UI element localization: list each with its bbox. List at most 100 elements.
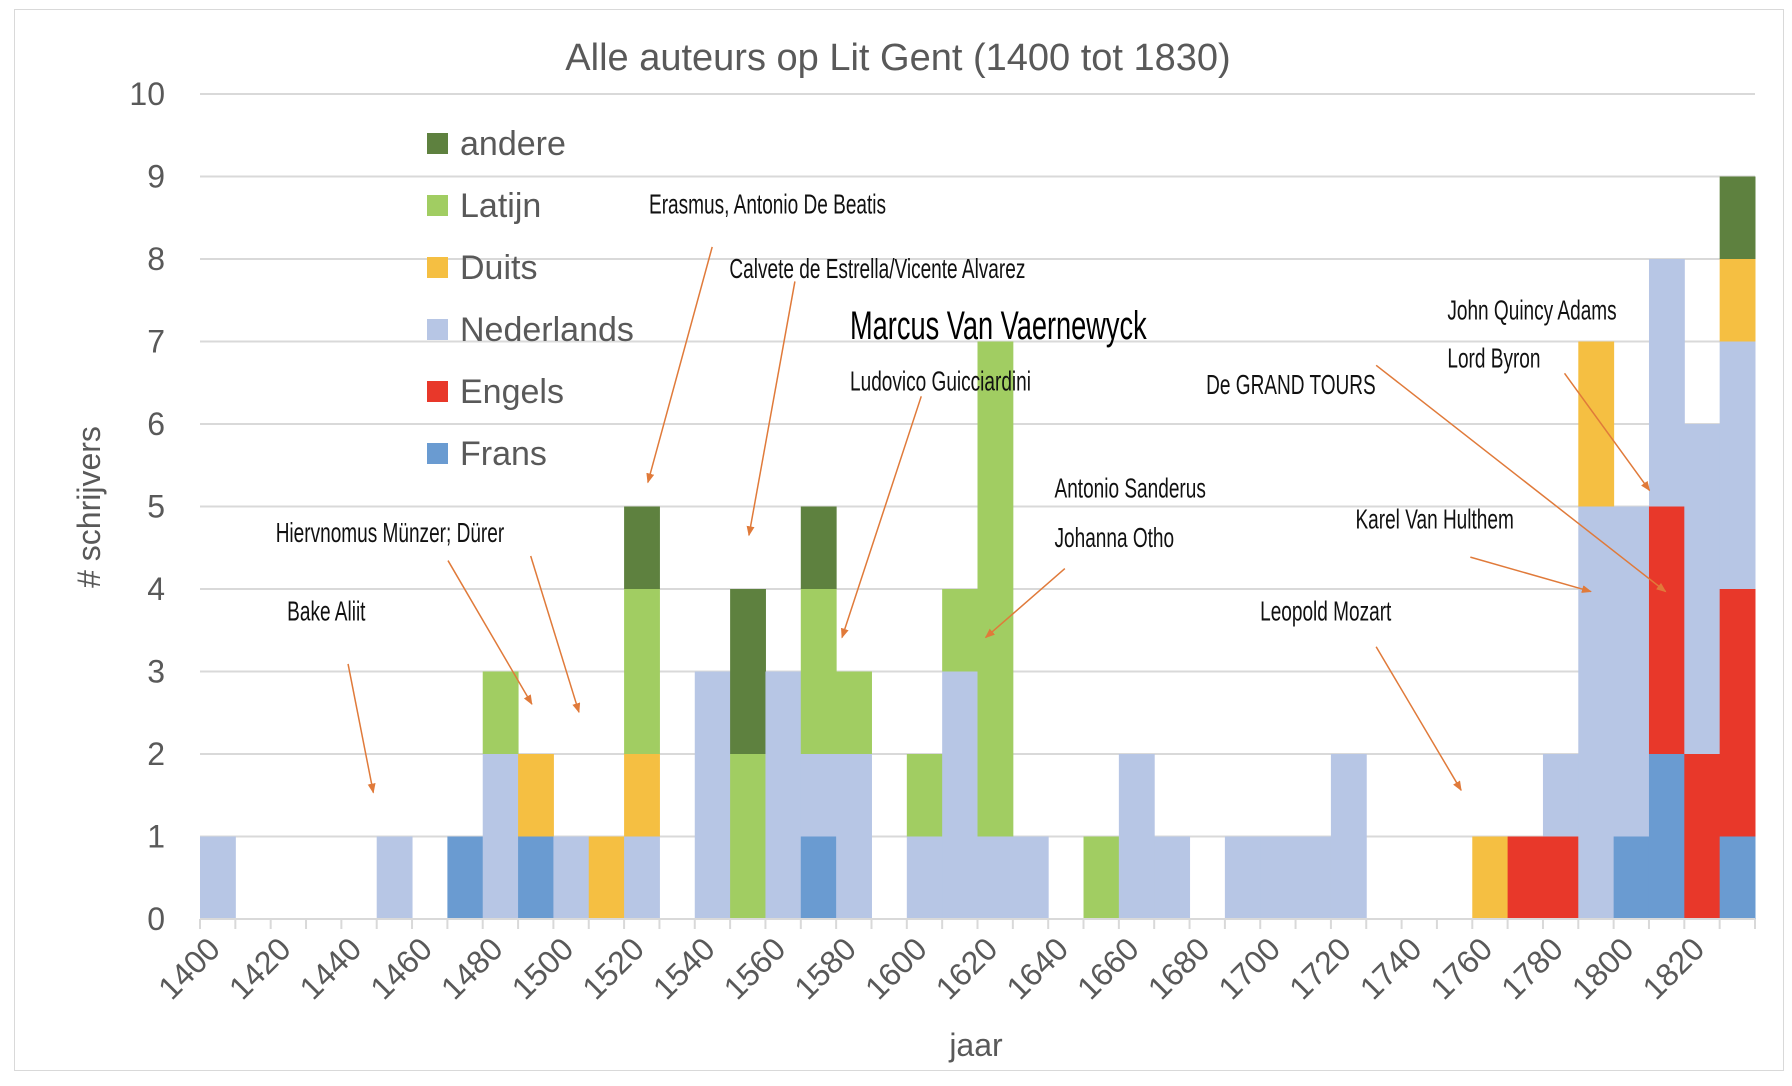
annotation-label: Hiervnomus Münzer; Dürer — [276, 518, 505, 550]
bar-nederlands-1600 — [906, 836, 943, 919]
legend-label-nederlands: Nederlands — [460, 311, 634, 349]
legend-label-engels: Engels — [460, 373, 564, 411]
bar-nederlands-1520 — [624, 836, 660, 919]
legend-label-frans: Frans — [460, 435, 547, 473]
bar-latijn-1650 — [1083, 836, 1120, 919]
bar-nederlands-1540 — [694, 671, 731, 919]
x-tick-label: 1760 — [1423, 930, 1499, 1006]
bar-engels-1830 — [1719, 589, 1756, 837]
bar-latijn-1600 — [906, 754, 943, 837]
legend-swatch-andere — [427, 133, 448, 154]
bar-nederlands-1790 — [1578, 506, 1615, 919]
annotation-arrow — [1375, 646, 1462, 792]
annotation-label: Calvete de Estrella/Vicente Alvarez — [729, 253, 1025, 285]
bar-latijn-1580 — [836, 671, 872, 754]
annotation-label: Bake Aliit — [287, 596, 366, 628]
x-tick-label: 1800 — [1565, 930, 1641, 1006]
legend-swatch-engels — [427, 381, 448, 402]
y-tick-label: 3 — [147, 654, 165, 690]
annotation-label: Karel Van Hulthem — [1355, 504, 1513, 536]
x-tick-label: 1700 — [1211, 930, 1287, 1006]
bar-nederlands-1710 — [1295, 836, 1332, 919]
annotation-arrow — [1375, 364, 1667, 593]
bar-duits-1760 — [1472, 836, 1509, 919]
annotations: Bake Aliit Hiervnomus Münzer; Dürer Erasmu… — [276, 189, 1667, 794]
annotation-arrow — [1563, 372, 1651, 492]
annotation-label: Lord Byron — [1447, 343, 1540, 375]
x-tick-label: 1400 — [151, 930, 227, 1006]
bar-latijn-1620 — [977, 341, 1014, 837]
bar-nederlands-1570 — [800, 754, 837, 837]
bar-engels-1820 — [1684, 754, 1721, 919]
bar-latijn-1610 — [942, 589, 978, 672]
y-tick-label: 9 — [147, 159, 165, 195]
bar-nederlands-1560 — [765, 671, 802, 919]
legend-label-andere: andere — [460, 125, 566, 163]
bar-nederlands-1580 — [836, 754, 872, 919]
bar-engels-1810 — [1648, 506, 1685, 754]
annotation-label: Johanna Otho — [1055, 522, 1175, 554]
x-tick-label: 1540 — [646, 930, 722, 1006]
bar-nederlands-1800 — [1613, 506, 1650, 837]
x-tick-label: 1420 — [222, 930, 298, 1006]
chart-frame — [14, 9, 1784, 1071]
y-tick-label: 5 — [147, 489, 165, 525]
x-tick-label: 1560 — [717, 930, 793, 1006]
bar-nederlands-1830 — [1719, 341, 1756, 589]
bar-andere-1830 — [1719, 176, 1756, 259]
x-tick-label: 1620 — [929, 930, 1005, 1006]
legend-swatch-nederlands — [427, 319, 448, 340]
annotation-arrow — [447, 560, 533, 706]
bar-duits-1510 — [588, 836, 625, 919]
legend-swatch-frans — [427, 443, 448, 464]
bar-nederlands-1610 — [942, 671, 978, 919]
bar-nederlands-1400 — [200, 836, 236, 919]
x-tick-label: 1640 — [999, 930, 1075, 1006]
x-tick-label: 1820 — [1635, 930, 1711, 1006]
x-tick-label: 1680 — [1141, 930, 1217, 1006]
annotation-arrow — [984, 568, 1066, 639]
bars — [200, 176, 1756, 919]
annotation-label: Ludovico Guicciardini — [850, 366, 1031, 398]
bar-duits-1790 — [1578, 341, 1615, 507]
bar-nederlands-1630 — [1012, 836, 1049, 919]
x-tick-label: 1740 — [1353, 930, 1429, 1006]
annotation-arrow — [1470, 556, 1592, 593]
x-tick-label: 1460 — [363, 930, 439, 1006]
bar-nederlands-1450 — [376, 836, 413, 919]
annotation-label: Leopold Mozart — [1260, 596, 1391, 628]
bar-nederlands-1780 — [1542, 754, 1579, 837]
x-tick-label: 1500 — [505, 930, 581, 1006]
legend-swatch-latijn — [427, 195, 448, 216]
x-tick-label: 1580 — [787, 930, 863, 1006]
y-tick-label: 2 — [147, 736, 165, 772]
bar-frans-1800 — [1613, 836, 1650, 919]
bar-engels-1770 — [1507, 836, 1544, 919]
annotation-label: John Quincy Adams — [1447, 295, 1616, 327]
x-tick-label: 1720 — [1282, 930, 1358, 1006]
y-tick-label: 0 — [147, 901, 165, 937]
legend-label-latijn: Latijn — [460, 187, 541, 225]
annotation-label: Antonio Sanderus — [1055, 473, 1206, 505]
legend: andere Latijn Duits Nederlands Engels Frans — [427, 125, 634, 473]
x-tick-label: 1780 — [1494, 930, 1570, 1006]
bar-nederlands-1660 — [1118, 754, 1155, 919]
x-axis-label: jaar — [948, 1027, 1003, 1063]
y-tick-label: 7 — [147, 324, 165, 360]
bar-latijn-1520 — [624, 589, 660, 754]
bar-frans-1810 — [1648, 754, 1685, 919]
bar-andere-1520 — [624, 506, 660, 589]
bar-duits-1490 — [518, 754, 554, 837]
bar-latijn-1480 — [482, 671, 519, 754]
annotation-arrow — [646, 246, 713, 484]
bar-nederlands-1690 — [1224, 836, 1261, 919]
bar-frans-1470 — [447, 836, 484, 919]
bar-andere-1570 — [800, 506, 837, 589]
bar-nederlands-1810 — [1648, 259, 1685, 507]
y-tick-label: 1 — [147, 819, 165, 855]
annotation-arrow — [746, 281, 796, 537]
legend-label-duits: Duits — [460, 249, 537, 287]
bar-frans-1570 — [800, 836, 837, 919]
y-tick-label: 8 — [147, 241, 165, 277]
